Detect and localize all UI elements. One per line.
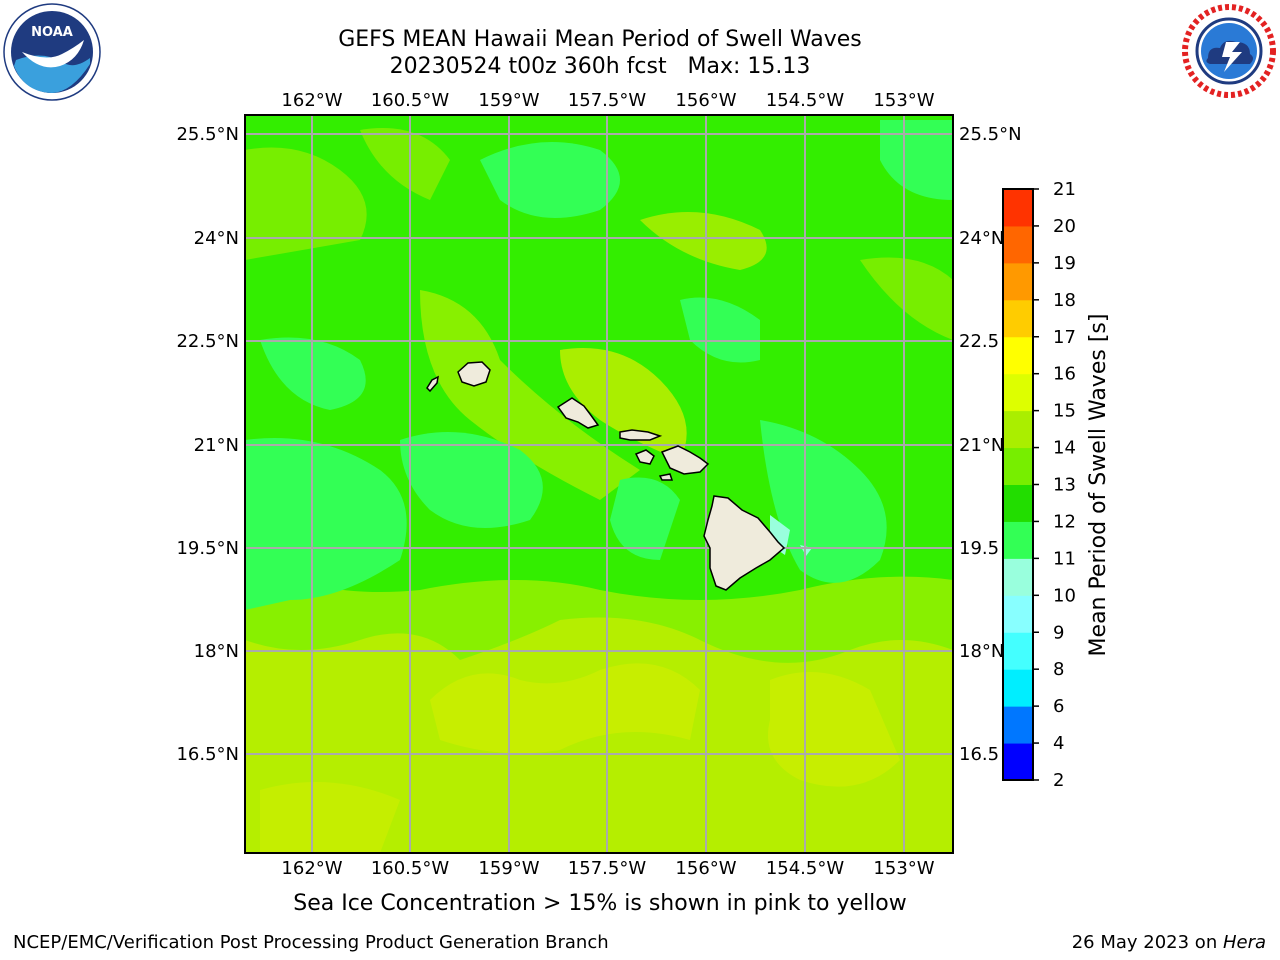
island-hawaii xyxy=(703,495,786,591)
colorbar-swatch xyxy=(1003,669,1033,707)
island-maui xyxy=(660,445,710,475)
footer-date: 26 May 2023 on Hera xyxy=(1071,932,1266,953)
colorbar-swatch xyxy=(1003,595,1033,633)
colorbar-tick-label: 8 xyxy=(1053,659,1064,680)
colorbar-swatch xyxy=(1003,447,1033,485)
colorbar-tick-label: 21 xyxy=(1053,179,1076,200)
lon-label: 153°W xyxy=(873,90,934,111)
svg-text:NOAA: NOAA xyxy=(31,25,73,40)
colorbar-swatch xyxy=(1003,558,1033,596)
lon-label: 157.5°W xyxy=(568,858,647,879)
colorbar-tick-label: 12 xyxy=(1053,511,1076,532)
colorbar-tick-label: 17 xyxy=(1053,327,1076,348)
lon-label: 159°W xyxy=(478,858,539,879)
colorbar-swatch xyxy=(1003,484,1033,522)
lon-label: 156°W xyxy=(675,858,736,879)
island-kauai xyxy=(457,361,491,387)
sea-ice-note: Sea Ice Concentration > 15% is shown in … xyxy=(293,891,907,916)
noaa-logo: NOAA xyxy=(3,3,101,101)
colorbar-tick-label: 10 xyxy=(1053,585,1076,606)
island-oahu xyxy=(556,397,600,429)
colorbar-tick-label: 14 xyxy=(1053,438,1076,459)
chart-subtitle: 20230524 t00z 360h fcst Max: 15.13 xyxy=(389,54,811,79)
island-lanai xyxy=(634,449,655,465)
lat-label: 18°N xyxy=(194,641,239,662)
colorbar-tick-label: 19 xyxy=(1053,253,1076,274)
colorbar-swatch xyxy=(1003,189,1033,227)
colorbar-tick-label: 18 xyxy=(1053,290,1076,311)
lat-label: 25.5°N xyxy=(176,124,239,145)
colorbar-tick-label: 2 xyxy=(1053,770,1064,791)
colorbar-swatch xyxy=(1003,373,1033,412)
colorbar-swatch xyxy=(1003,410,1033,449)
chart-title: GEFS MEAN Hawaii Mean Period of Swell Wa… xyxy=(338,27,862,52)
lat-label: 22.5°N xyxy=(176,331,239,352)
colorbar-swatches xyxy=(1003,189,1033,781)
colorbar-tick-label: 16 xyxy=(1053,364,1076,385)
colorbar-tick-label: 9 xyxy=(1053,622,1064,643)
lon-label: 157.5°W xyxy=(568,90,647,111)
colorbar-swatch xyxy=(1003,743,1033,781)
lon-label: 154.5°W xyxy=(766,90,845,111)
colorbar-swatch xyxy=(1003,706,1033,744)
lon-label: 162°W xyxy=(281,90,342,111)
lon-label: 162°W xyxy=(281,858,342,879)
colorbar-tick-label: 4 xyxy=(1053,733,1064,754)
lon-label: 156°W xyxy=(675,90,736,111)
lon-labels-top: 162°W 160.5°W 159°W 157.5°W 156°W 154.5°… xyxy=(281,90,934,111)
lon-labels-bottom: 162°W 160.5°W 159°W 157.5°W 156°W 154.5°… xyxy=(281,858,934,879)
lat-label: 19.5 xyxy=(959,538,999,559)
lat-labels-left: 25.5°N 24°N 22.5°N 21°N 19.5°N 18°N 16.5… xyxy=(176,124,239,765)
colorbar-swatch xyxy=(1003,299,1033,338)
nws-logo xyxy=(1182,4,1276,98)
colorbar-tick-label: 13 xyxy=(1053,475,1076,496)
island-molokai xyxy=(619,429,663,441)
island-niihau xyxy=(426,375,439,393)
graticule xyxy=(245,115,953,853)
lon-label: 160.5°W xyxy=(371,858,450,879)
lat-label: 25.5°N xyxy=(959,124,1022,145)
colorbar-swatch xyxy=(1003,336,1033,375)
map-border xyxy=(244,114,954,854)
lat-label: 24°N xyxy=(959,228,1004,249)
colorbar-swatch xyxy=(1003,225,1033,264)
colorbar-tick-label: 11 xyxy=(1053,548,1076,569)
lat-label: 24°N xyxy=(194,228,239,249)
colorbar-swatch xyxy=(1003,521,1033,559)
colorbar-tick-label: 15 xyxy=(1053,401,1076,422)
lat-label: 22.5 xyxy=(959,331,999,352)
lat-label: 21°N xyxy=(959,435,1004,456)
lat-labels-right: 25.5°N 24°N 22.5 21°N 19.5 18°N 16.5 xyxy=(959,124,1022,765)
lon-label: 154.5°W xyxy=(766,858,845,879)
lon-label: 153°W xyxy=(873,858,934,879)
colorbar-tick-label: 20 xyxy=(1053,216,1076,237)
colorbar-tick-label: 6 xyxy=(1053,696,1064,717)
lat-label: 18°N xyxy=(959,641,1004,662)
footer-host: Hera xyxy=(1222,932,1266,953)
colorbar-swatch xyxy=(1003,262,1033,301)
colorbar-swatch xyxy=(1003,632,1033,670)
island-kahoolawe xyxy=(658,473,674,481)
footer-credit: NCEP/EMC/Verification Post Processing Pr… xyxy=(13,932,609,953)
lon-label: 159°W xyxy=(478,90,539,111)
lat-label: 21°N xyxy=(194,435,239,456)
islands xyxy=(426,361,786,591)
lat-label: 19.5°N xyxy=(176,538,239,559)
lat-label: 16.5 xyxy=(959,744,999,765)
lat-label: 16.5°N xyxy=(176,744,239,765)
colorbar-title: Mean Period of Swell Waves [s] xyxy=(1086,314,1111,657)
lon-label: 160.5°W xyxy=(371,90,450,111)
colorbar-ticks: 2 4 6 8 9 10 11 12 13 14 15 16 17 18 19 20 21 xyxy=(1033,179,1076,791)
